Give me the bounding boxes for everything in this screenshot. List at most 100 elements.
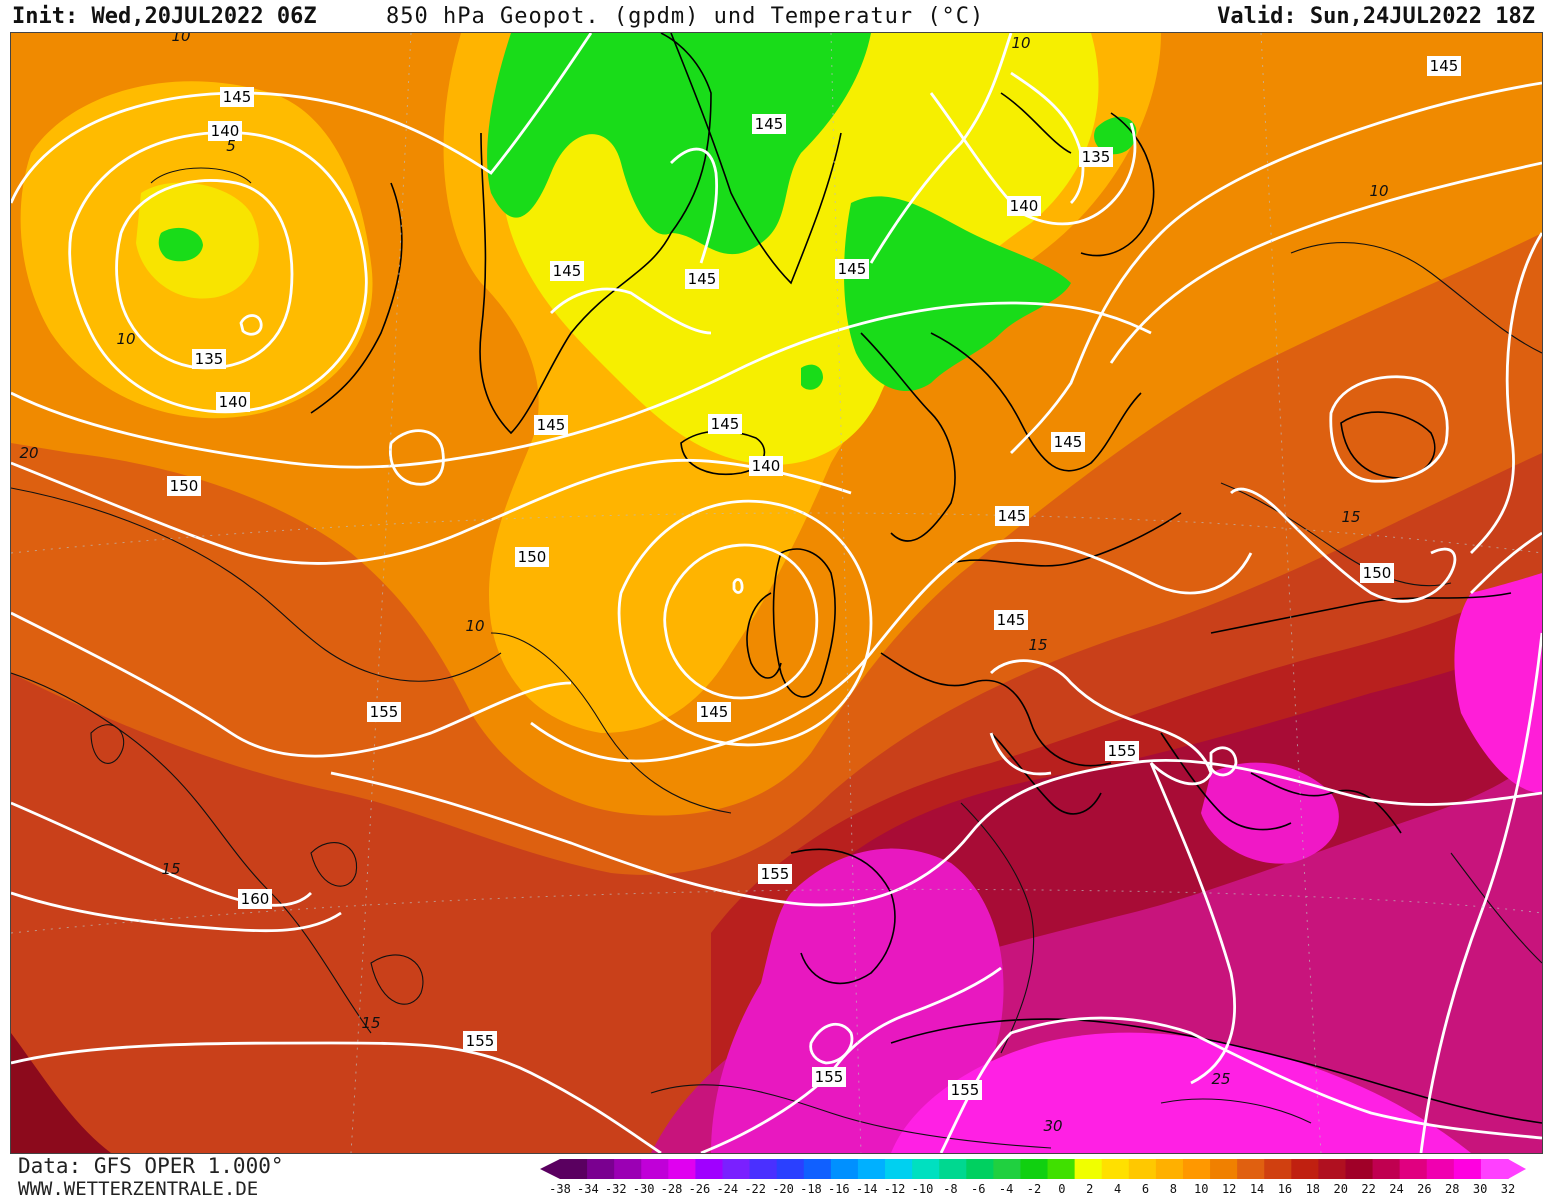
colorbar-swatch (830, 1159, 859, 1179)
colorbar-tick-label: 0 (1058, 1182, 1066, 1196)
colorbar-tick-label: 20 (1333, 1182, 1348, 1196)
colorbar-swatch (1345, 1159, 1374, 1179)
svg-text:145: 145 (997, 611, 1026, 629)
geopotential-label: 145 (995, 506, 1029, 526)
isohypses (11, 33, 1542, 1153)
colorbar-tick-label: -24 (716, 1182, 739, 1196)
colorbar-tick-label: -20 (772, 1182, 794, 1196)
color-scale-ticks: -38 -34 -32 -30 -28 -26 -24 -22 -20 -18 -16 -14 -12-… (549, 1182, 1530, 1198)
colorbar-swatch (1426, 1159, 1455, 1179)
temperature-label: 30 (1043, 1117, 1062, 1135)
colorbar-tick-label: 6 (1141, 1182, 1150, 1196)
temperature-label: 10 (171, 33, 190, 45)
colorbar-swatch (641, 1159, 669, 1179)
colorbar-swatch (1237, 1159, 1265, 1179)
colorbar-swatch (1210, 1159, 1238, 1179)
colorbar-swatch (1128, 1159, 1157, 1179)
init-time-label: Init: Wed,20JUL2022 06Z (12, 4, 317, 29)
colorbar-tick-label: -8 (943, 1182, 958, 1196)
colorbar-right-arrow (1508, 1159, 1526, 1179)
geopotential-label: 140 (1007, 196, 1041, 216)
colorbar-swatch (912, 1159, 940, 1179)
colorbar-tick-label: 18 (1305, 1182, 1321, 1196)
colorbar-tick-label: -34 (577, 1182, 599, 1196)
temp-zone-hot-east (1454, 573, 1542, 793)
colorbar-swatch (1074, 1159, 1103, 1179)
svg-text:145: 145 (838, 260, 867, 278)
geopotential-label: 155 (1105, 741, 1139, 761)
geopotential-label: 155 (758, 864, 792, 884)
svg-text:150: 150 (518, 548, 547, 566)
website-label: WWW.WETTERZENTRALE.DE (18, 1178, 259, 1200)
colorbar-tick-label: 24 (1389, 1182, 1404, 1196)
geopotential-label: 140 (208, 121, 242, 141)
color-scale-bar (540, 1159, 1526, 1179)
geopotential-label: 145 (534, 415, 568, 435)
svg-text:160: 160 (241, 890, 270, 908)
temperature-label: 15 (1341, 508, 1360, 526)
geopotential-label: 140 (216, 392, 250, 412)
svg-text:140: 140 (752, 457, 781, 475)
colorbar-tick-label: -4 (998, 1182, 1014, 1196)
colorbar-swatch (1182, 1159, 1211, 1179)
cold-pool-iceland-west (158, 227, 203, 262)
temperature-label: 5 (226, 137, 236, 155)
geopotential-label: 145 (752, 114, 786, 134)
colorbar-tick-label: 26 (1417, 1182, 1432, 1196)
colorbar-left-arrow (540, 1159, 560, 1179)
isotherms (11, 167, 1542, 1149)
svg-text:145: 145 (755, 115, 784, 133)
svg-text:155: 155 (1108, 742, 1137, 760)
geopotential-label: 150 (1360, 563, 1394, 583)
temperature-label: 15 (361, 1014, 380, 1032)
colorbar-tick-label: 8 (1169, 1182, 1178, 1196)
colorbar-swatch (885, 1159, 913, 1179)
svg-text:145: 145 (223, 88, 252, 106)
geopotential-label: 140 (749, 456, 783, 476)
svg-text:145: 145 (1430, 57, 1459, 75)
colorbar-swatch (1318, 1159, 1347, 1179)
geopotential-label: 145 (685, 269, 719, 289)
colorbar-swatch (1372, 1159, 1401, 1179)
svg-text:150: 150 (170, 477, 199, 495)
colorbar-tick-label: -28 (660, 1182, 683, 1196)
geopotential-label: 135 (1079, 147, 1113, 167)
svg-text:150: 150 (1363, 564, 1392, 582)
temperature-label: 25 (1211, 1070, 1230, 1088)
colorbar-swatch (966, 1159, 994, 1179)
colorbar-swatch (722, 1159, 751, 1179)
colorbar-swatch (695, 1159, 724, 1179)
colorbar-swatch (1101, 1159, 1130, 1179)
cold-pool-scandinavia (844, 196, 1071, 392)
svg-text:145: 145 (537, 416, 566, 434)
colorbar-tick-label: -18 (800, 1182, 822, 1196)
colorbar-swatch (857, 1159, 886, 1179)
svg-text:155: 155 (466, 1032, 495, 1050)
colorbar-tick-label: -22 (744, 1182, 767, 1196)
temperature-label: 10 (116, 330, 135, 348)
geopotential-label: 150 (167, 476, 201, 496)
colorbar-tick-label: 4 (1114, 1182, 1122, 1196)
data-source-label: Data: GFS OPER 1.000° (18, 1154, 284, 1178)
colorbar-swatch (1453, 1159, 1482, 1179)
map-title: 850 hPa Geopot. (gpdm) und Temperatur (°… (386, 4, 985, 29)
svg-text:155: 155 (370, 703, 399, 721)
colorbar-swatch (560, 1159, 588, 1179)
colorbar-swatch (1020, 1159, 1049, 1179)
svg-text:135: 135 (195, 350, 224, 368)
geopotential-label: 145 (1051, 432, 1085, 452)
geopotential-label: 145 (550, 261, 584, 281)
colorbar-tick-label: -12 (883, 1182, 906, 1196)
colorbar-tick-label: 22 (1361, 1182, 1376, 1196)
colorbar-tick-label: -10 (911, 1182, 934, 1196)
geopotential-label: 155 (948, 1080, 982, 1100)
colorbar-swatch (614, 1159, 642, 1179)
svg-text:145: 145 (553, 262, 582, 280)
svg-text:155: 155 (761, 865, 790, 883)
svg-text:135: 135 (1082, 148, 1111, 166)
svg-text:155: 155 (815, 1068, 844, 1086)
temperature-label: 15 (1028, 636, 1047, 654)
geopotential-label: 160 (238, 889, 272, 909)
lat-lon-grid (11, 33, 1542, 1153)
temp-zone-hot-iberia (711, 848, 1004, 1153)
